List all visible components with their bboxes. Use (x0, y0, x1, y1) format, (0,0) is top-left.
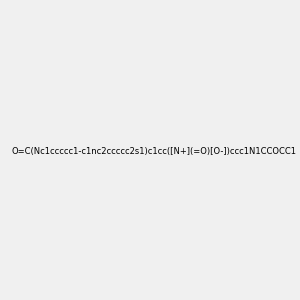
Text: O=C(Nc1ccccc1-c1nc2ccccc2s1)c1cc([N+](=O)[O-])ccc1N1CCOCC1: O=C(Nc1ccccc1-c1nc2ccccc2s1)c1cc([N+](=O… (11, 147, 296, 156)
